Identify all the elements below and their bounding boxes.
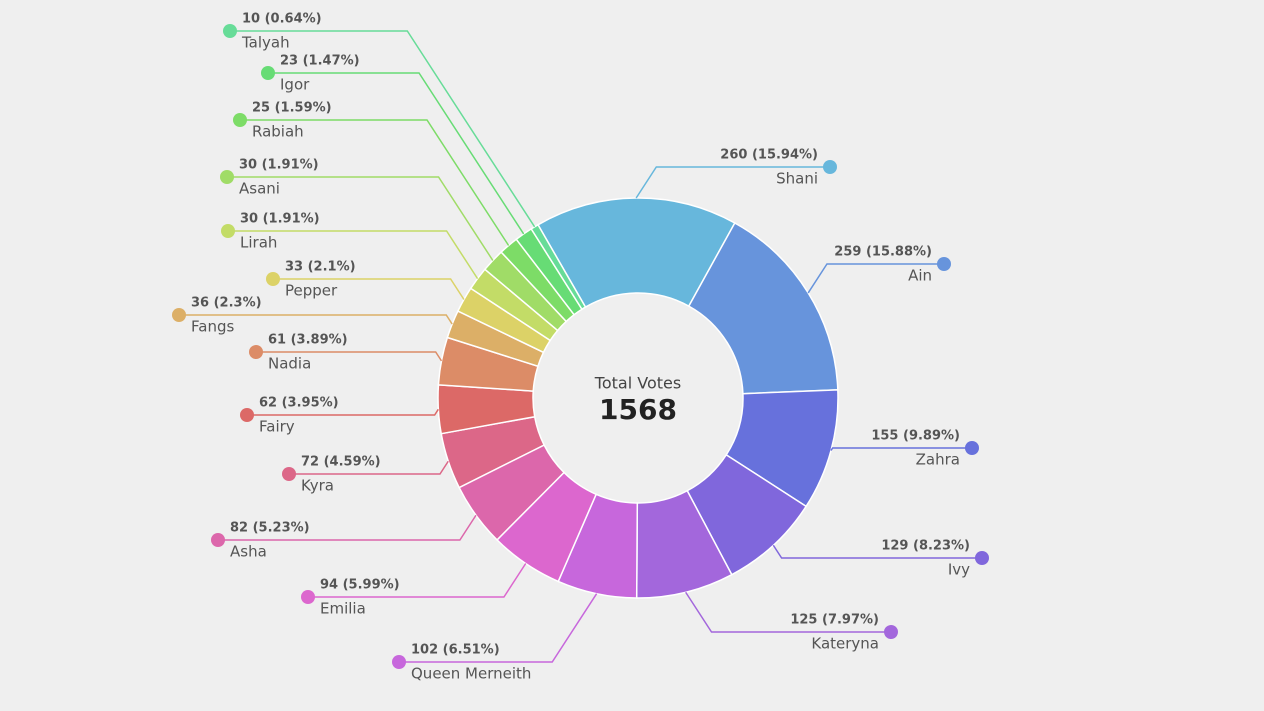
leader-line (273, 278, 465, 300)
center-total: 1568 (599, 393, 677, 426)
category-label: Fairy (259, 418, 295, 436)
leader-line (230, 30, 536, 228)
category-label: Talyah (241, 34, 290, 52)
value-label: 30 (1.91%) (240, 212, 320, 227)
value-label: 33 (2.1%) (285, 260, 356, 275)
label-dot (211, 533, 225, 547)
value-label: 129 (8.23%) (881, 539, 970, 554)
value-label: 102 (6.51%) (411, 643, 500, 658)
leader-line (308, 563, 527, 598)
value-label: 125 (7.97%) (790, 613, 879, 628)
label-dot (392, 655, 406, 669)
category-label: Ain (908, 267, 932, 285)
category-label: Pepper (285, 282, 338, 300)
value-label: 25 (1.59%) (252, 101, 332, 116)
leader-line (256, 351, 443, 362)
value-label: 259 (15.88%) (834, 245, 932, 260)
category-label: Fangs (191, 318, 234, 336)
value-label: 82 (5.23%) (230, 521, 310, 536)
category-label: Ivy (948, 561, 970, 579)
category-label: Rabiah (252, 123, 304, 141)
leader-line (218, 514, 477, 541)
leader-line (289, 460, 449, 475)
label-dot (975, 551, 989, 565)
slice (536, 197, 736, 309)
slice (687, 221, 839, 395)
category-label: Asha (230, 543, 267, 561)
leader-line (685, 591, 891, 633)
leader-line (228, 230, 479, 280)
value-label: 94 (5.99%) (320, 578, 400, 593)
category-label: Kyra (301, 477, 334, 495)
leader-line (179, 314, 453, 325)
label-dot (965, 441, 979, 455)
label-dot (221, 224, 235, 238)
leader-line (227, 176, 494, 261)
category-label: Kateryna (811, 635, 879, 653)
category-label: Queen Merneith (411, 665, 531, 683)
value-label: 36 (2.3%) (191, 296, 262, 311)
label-dot (220, 170, 234, 184)
category-label: Asani (239, 180, 280, 198)
label-dot (223, 24, 237, 38)
category-label: Igor (280, 76, 310, 94)
leader-line (830, 447, 972, 451)
label-dot (937, 257, 951, 271)
leader-line (635, 166, 830, 199)
value-label: 62 (3.95%) (259, 396, 339, 411)
leader-line (399, 593, 598, 663)
label-dot (266, 272, 280, 286)
label-dot (240, 408, 254, 422)
label-dot (282, 467, 296, 481)
center-label: Total Votes (594, 374, 681, 393)
label-dot (233, 113, 247, 127)
label-dot (172, 308, 186, 322)
category-label: Nadia (268, 355, 311, 373)
leader-line (240, 119, 510, 246)
category-label: Shani (776, 170, 818, 188)
value-label: 30 (1.91%) (239, 158, 319, 173)
value-label: 155 (9.89%) (871, 429, 960, 444)
value-label: 23 (1.47%) (280, 54, 360, 69)
label-dot (823, 160, 837, 174)
label-dot (261, 66, 275, 80)
label-dot (301, 590, 315, 604)
value-label: 10 (0.64%) (242, 12, 322, 27)
slice (530, 223, 587, 311)
label-dot (249, 345, 263, 359)
label-dot (884, 625, 898, 639)
category-label: Lirah (240, 234, 277, 252)
category-label: Emilia (320, 600, 366, 618)
leader-line (247, 408, 439, 416)
leader-line (268, 72, 525, 235)
category-label: Zahra (916, 451, 960, 469)
value-label: 260 (15.94%) (720, 148, 818, 163)
leader-line (807, 263, 944, 294)
leader-line (772, 544, 982, 559)
value-label: 72 (4.59%) (301, 455, 381, 470)
value-label: 61 (3.89%) (268, 333, 348, 348)
